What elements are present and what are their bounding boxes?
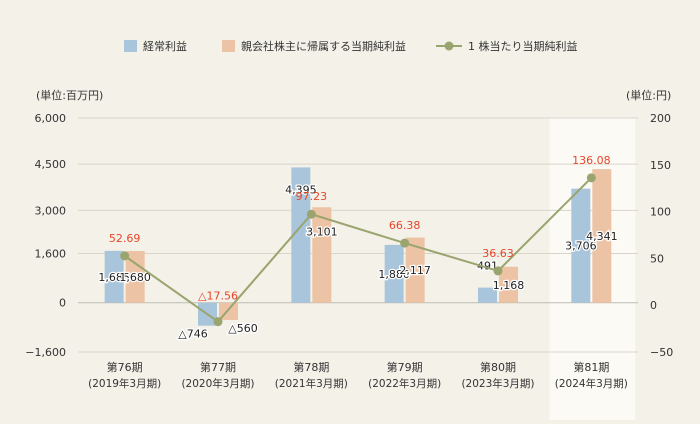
y-left-unit-label: (単位:百万円) bbox=[36, 88, 103, 102]
eps-point bbox=[213, 317, 223, 327]
bar bbox=[571, 188, 591, 303]
bar bbox=[104, 250, 124, 303]
bar bbox=[499, 266, 518, 303]
x-category-sublabel: (2024年3月期) bbox=[555, 377, 628, 390]
x-category-label: 第81期 bbox=[573, 360, 609, 374]
bar-value-label: 1,685 bbox=[98, 271, 130, 284]
bar-value-label: 3,101 bbox=[306, 225, 338, 238]
eps-value-label: 36.63 bbox=[482, 247, 514, 260]
legend-label: 親会社株主に帰属する当期純利益 bbox=[241, 39, 406, 53]
eps-value-label: △17.56 bbox=[198, 290, 238, 303]
eps-point bbox=[306, 209, 316, 219]
x-category-label: 第80期 bbox=[480, 360, 516, 374]
y-left-tick-label: 1,600 bbox=[35, 247, 67, 260]
legend-marker-eps bbox=[444, 41, 454, 51]
bar-value-label: 2,117 bbox=[399, 264, 431, 277]
x-category-label: 第76期 bbox=[107, 360, 143, 374]
bar-value-label: 1,880 bbox=[378, 268, 410, 281]
bar bbox=[405, 237, 425, 303]
y-left-tick-label: 4,500 bbox=[35, 158, 67, 171]
eps-line bbox=[124, 177, 593, 323]
legend-label: 1 株当たり当期純利益 bbox=[468, 39, 578, 53]
x-category-sublabel: (2019年3月期) bbox=[88, 377, 161, 390]
bar-value-label: △560 bbox=[228, 322, 257, 335]
y-right-tick-label: 150 bbox=[650, 159, 671, 172]
eps-point bbox=[120, 251, 130, 261]
y-right-tick-label: −50 bbox=[650, 346, 673, 359]
bar-value-label: 4,395 bbox=[285, 183, 317, 196]
y-left-tick-label: 6,000 bbox=[35, 112, 67, 125]
y-right-tick-label: 100 bbox=[650, 206, 671, 219]
bar-value-label: 1,168 bbox=[493, 279, 525, 292]
x-category-label: 第78期 bbox=[293, 360, 329, 374]
x-category-label: 第77期 bbox=[200, 360, 236, 374]
y-right-tick-label: 200 bbox=[650, 112, 671, 125]
bar bbox=[592, 169, 612, 303]
legend-swatch-net-income bbox=[222, 40, 235, 52]
x-category-sublabel: (2020年3月期) bbox=[181, 377, 254, 390]
bar bbox=[384, 244, 404, 303]
y-right-unit-label: (単位:円) bbox=[626, 88, 671, 102]
bar-value-label: 4,341 bbox=[586, 230, 618, 243]
legend-swatch-ordinary-profit bbox=[124, 40, 137, 52]
eps-value-label: 97.23 bbox=[296, 190, 328, 203]
eps-point bbox=[586, 173, 596, 183]
x-category-sublabel: (2023年3月期) bbox=[461, 377, 534, 390]
bar bbox=[291, 167, 311, 303]
x-category-sublabel: (2022年3月期) bbox=[368, 377, 441, 390]
bar bbox=[478, 287, 497, 303]
eps-value-label: 66.38 bbox=[389, 219, 421, 232]
eps-value-label: 52.69 bbox=[109, 232, 141, 245]
eps-point bbox=[493, 266, 503, 276]
bar-value-label: 3,706 bbox=[565, 240, 597, 253]
bar bbox=[125, 251, 145, 303]
y-left-tick-label: 0 bbox=[59, 297, 66, 310]
eps-point bbox=[400, 238, 410, 248]
y-left-tick-label: −1,600 bbox=[25, 346, 66, 359]
y-right-tick-label: 0 bbox=[650, 299, 657, 312]
bar-value-label: 1,680 bbox=[119, 271, 151, 284]
legend-label: 経常利益 bbox=[143, 39, 187, 53]
bar-value-label: △746 bbox=[178, 328, 207, 341]
y-left-tick-label: 3,000 bbox=[35, 204, 67, 217]
bar bbox=[312, 207, 332, 303]
x-category-label: 第79期 bbox=[387, 360, 423, 374]
eps-value-label: 136.08 bbox=[572, 154, 611, 167]
y-right-tick-label: 50 bbox=[650, 252, 664, 265]
x-category-sublabel: (2021年3月期) bbox=[275, 377, 348, 390]
